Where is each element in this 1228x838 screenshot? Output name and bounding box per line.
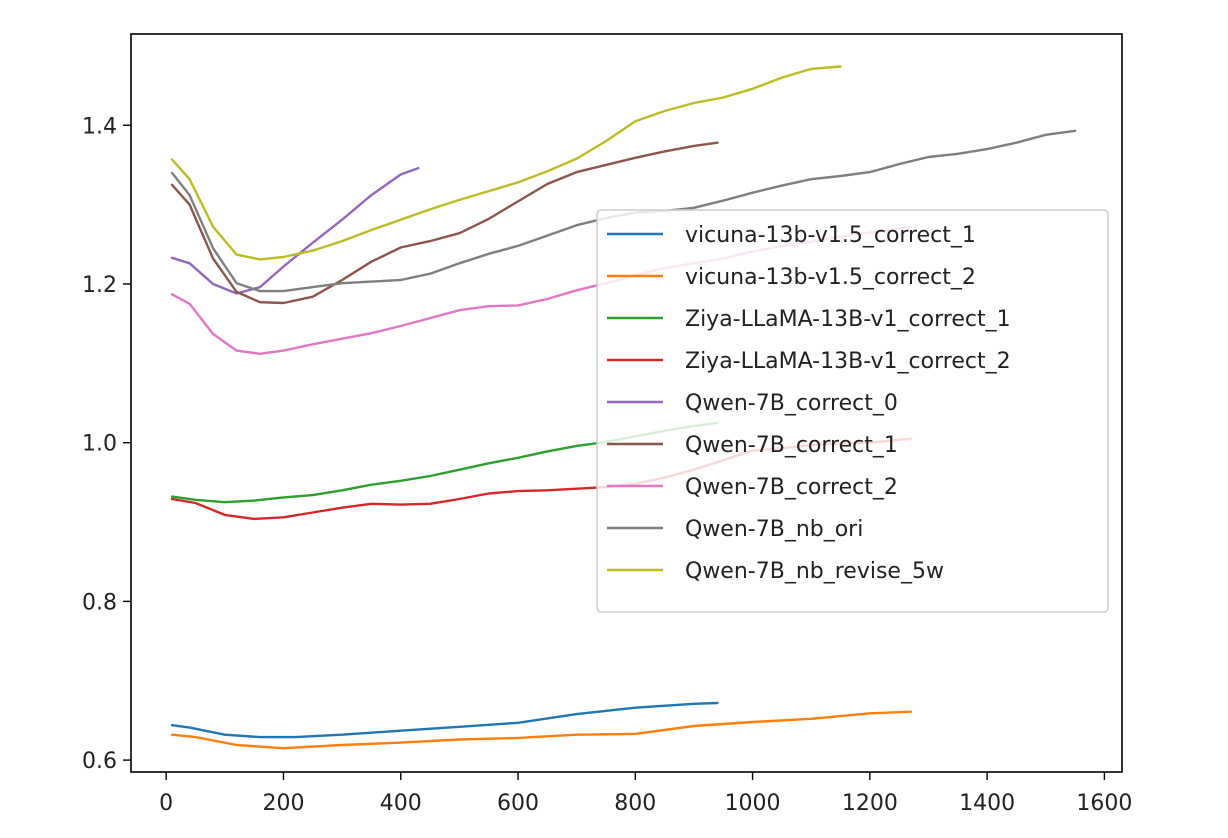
y-tick-label: 0.8 <box>82 590 117 615</box>
x-tick-label: 600 <box>497 791 539 816</box>
legend-label: vicuna-13b-v1.5_correct_2 <box>685 265 976 290</box>
series-layer <box>170 65 1077 750</box>
legend-box <box>596 209 1109 613</box>
series-line-1 <box>170 710 913 750</box>
x-tick-label: 0 <box>159 791 173 816</box>
y-tick-label: 1.0 <box>82 432 117 457</box>
legend-label: Qwen-7B_correct_0 <box>685 391 898 416</box>
plot-area <box>130 33 1123 773</box>
y-tick-label: 1.2 <box>82 273 117 298</box>
legend-label: vicuna-13b-v1.5_correct_1 <box>685 223 976 248</box>
legend-label: Ziya-LLaMA-13B-v1_correct_2 <box>685 349 1011 374</box>
series-line-4 <box>170 166 420 295</box>
series-line-8 <box>170 65 842 261</box>
y-tick-label: 0.6 <box>82 749 117 774</box>
legend-label: Ziya-LLaMA-13B-v1_correct_1 <box>685 307 1011 332</box>
x-tick-label: 800 <box>614 791 656 816</box>
series-line-5 <box>170 141 719 305</box>
y-tick-label: 1.4 <box>82 114 117 139</box>
x-tick-label: 1000 <box>725 791 781 816</box>
x-tick-label: 200 <box>262 791 304 816</box>
legend-label: Qwen-7B_correct_2 <box>685 475 898 500</box>
y-axis: 0.6 0.8 1.0 1.2 1.4 <box>82 114 131 774</box>
x-tick-label: 1400 <box>959 791 1015 816</box>
legend-label: Qwen-7B_nb_ori <box>685 517 863 542</box>
legend-label: Qwen-7B_correct_1 <box>685 433 898 458</box>
x-tick-label: 1200 <box>842 791 898 816</box>
legend: vicuna-13b-v1.5_correct_1 vicuna-13b-v1.5… <box>596 209 1109 613</box>
legend-label: Qwen-7B_nb_revise_5w <box>685 559 944 584</box>
x-tick-label: 400 <box>380 791 422 816</box>
series-line-0 <box>170 701 719 739</box>
axes-frame <box>130 33 1123 773</box>
x-axis: 0 200 400 600 800 1000 1200 1400 1600 <box>159 772 1132 816</box>
x-tick-label: 1600 <box>1076 791 1132 816</box>
